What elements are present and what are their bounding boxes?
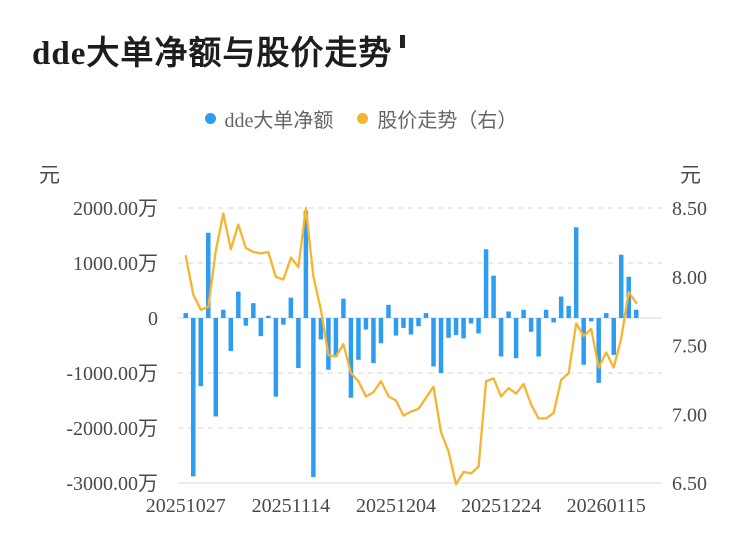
left-axis-tick: 0 (148, 308, 158, 330)
legend-item-dde[interactable]: dde大单净额 (204, 104, 334, 133)
bar (596, 318, 601, 383)
left-axis-tick: -1000.00万 (66, 363, 158, 385)
bar (183, 313, 188, 318)
right-axis-tick: 6.50 (672, 473, 707, 495)
bar (386, 304, 391, 318)
legend-item-price[interactable]: 股价走势（右） (357, 104, 517, 133)
bar (536, 318, 541, 357)
x-axis-tick: 20251114 (252, 495, 331, 517)
combo-chart: 元 2000.00万 1000.00万 0 -1000.00万 -2000.00万 -300… (39, 163, 707, 517)
bar (326, 318, 331, 370)
price-line (184, 206, 638, 486)
bar (603, 313, 609, 318)
bar (506, 311, 511, 318)
left-axis-unit: 元 (39, 163, 60, 187)
bar (453, 318, 459, 336)
chart-title: dde大单净额与股价走势 (32, 26, 406, 74)
legend-label-price: 股价走势（右） (377, 110, 518, 132)
bar (311, 318, 316, 477)
bar (296, 318, 301, 369)
bar (431, 318, 436, 367)
bar (333, 318, 339, 357)
legend-dot-orange-icon (357, 113, 369, 124)
bar (258, 318, 264, 337)
bar (288, 297, 294, 318)
bar (213, 318, 219, 417)
bar (266, 315, 271, 318)
bar (483, 249, 489, 318)
right-axis-labels: 元 8.50 8.00 7.50 7.00 6.50 (672, 163, 707, 495)
bar (551, 318, 556, 323)
right-axis-tick: 7.00 (672, 404, 707, 426)
bar (611, 318, 616, 355)
bar (476, 318, 481, 334)
left-axis-tick: 1000.00万 (73, 253, 158, 275)
bar (543, 309, 549, 318)
bar (363, 318, 369, 330)
bar (318, 318, 324, 340)
bar (408, 318, 414, 335)
bar (348, 318, 354, 398)
bar (498, 318, 504, 357)
bar (528, 318, 534, 332)
x-axis-labels: 20251027 20251114 20251204 20251224 20260115 (146, 495, 646, 517)
bar (416, 318, 421, 327)
bar (371, 318, 376, 364)
bar (461, 318, 466, 339)
right-axis-tick: 7.50 (672, 336, 707, 358)
x-axis-tick: 20260115 (567, 495, 646, 517)
bar (251, 303, 256, 318)
left-axis-tick: 2000.00万 (73, 198, 158, 220)
chart-title-text: dde大单净额与股价走势 (32, 36, 393, 72)
bar (273, 318, 279, 397)
bar (243, 318, 249, 326)
bar (491, 275, 496, 318)
legend-label-dde: dde大单净额 (224, 110, 334, 132)
x-axis-tick: 20251224 (461, 495, 541, 517)
bar (513, 318, 519, 359)
bar (393, 318, 399, 336)
bar (356, 318, 361, 360)
bar (468, 318, 474, 324)
bar (303, 210, 309, 318)
left-axis-tick: -3000.00万 (66, 473, 158, 495)
bar (566, 305, 571, 318)
chart-legend: dde大单净额 股价走势（右） (0, 104, 750, 133)
right-axis-tick: 8.00 (672, 267, 707, 289)
left-axis-labels: 元 2000.00万 1000.00万 0 -1000.00万 -2000.00万 -300… (39, 163, 158, 495)
bar (573, 227, 579, 318)
right-axis-unit: 元 (680, 163, 701, 187)
bar (401, 318, 406, 328)
x-axis-tick: 20251027 (146, 495, 226, 517)
x-axis-tick: 20251204 (356, 495, 436, 517)
bar (236, 291, 241, 318)
bar (378, 318, 384, 344)
right-axis-tick: 8.50 (672, 198, 707, 220)
bar (558, 296, 564, 318)
bar (588, 318, 594, 322)
left-axis-tick: -2000.00万 (66, 418, 158, 440)
bar (581, 318, 586, 365)
bar-series (183, 210, 639, 477)
bar (198, 318, 204, 387)
bar (191, 318, 196, 477)
bar (438, 318, 444, 373)
bar (228, 318, 234, 351)
title-caret-mark (400, 35, 406, 48)
bar (281, 318, 286, 325)
price-polyline (184, 206, 638, 486)
bar (521, 309, 526, 318)
bar (446, 318, 451, 338)
bar (206, 232, 211, 318)
bar (633, 309, 639, 318)
bar (221, 309, 226, 318)
bar (423, 313, 429, 318)
bar (341, 298, 346, 318)
legend-dot-blue-icon (204, 113, 216, 124)
bar (618, 254, 624, 318)
